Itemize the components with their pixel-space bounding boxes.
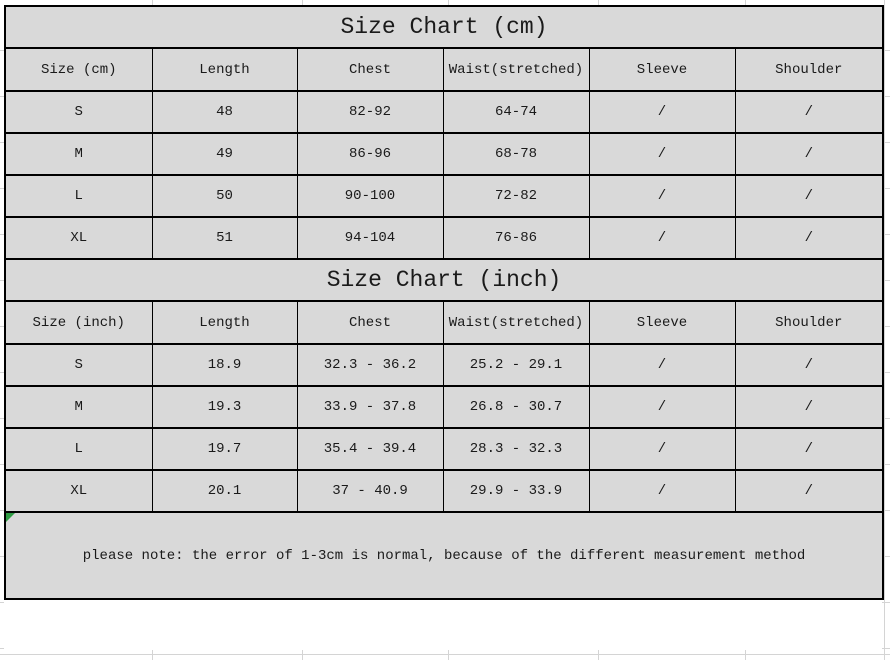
table-cell: 35.4 - 39.4 [296,427,444,471]
size-label-cell: M [4,132,153,176]
table-cell: 29.9 - 33.9 [442,469,590,513]
size-label-cell: S [4,90,153,134]
column-header-chest: Chest [296,300,444,345]
size-label-cell: L [4,427,153,471]
column-header-waist: Waist(stretched) [442,300,590,345]
gridline [152,0,153,5]
table-cell: 86-96 [296,132,444,176]
green-triangle-icon [6,514,15,522]
table-cell: / [588,385,736,429]
size-label-cell: M [4,385,153,429]
table-cell: 64-74 [442,90,590,134]
header-row-inch: Size (inch) Length Chest Waist(stretched… [4,300,884,345]
table-cell: 20.1 [151,469,298,513]
table-cell: 32.3 - 36.2 [296,343,444,387]
size-label-cell: S [4,343,153,387]
table-cell: 18.9 [151,343,298,387]
table-cell: 28.3 - 32.3 [442,427,590,471]
table-cell: / [734,132,884,176]
note-row: please note: the error of 1-3cm is norma… [4,511,884,600]
table-cell: / [734,174,884,218]
size-row-s-inch: S 18.9 32.3 - 36.2 25.2 - 29.1 / / [4,343,884,387]
title-row-cm: Size Chart (cm) [4,5,884,49]
table-cell: / [734,90,884,134]
table-cell: / [588,427,736,471]
size-row-m-cm: M 49 86-96 68-78 / / [4,132,884,176]
table-cell: 19.3 [151,385,298,429]
table-cell: 90-100 [296,174,444,218]
column-header-chest: Chest [296,47,444,92]
table-cell: 25.2 - 29.1 [442,343,590,387]
column-header-length: Length [151,300,298,345]
size-row-l-cm: L 50 90-100 72-82 / / [4,174,884,218]
table-cell: 94-104 [296,216,444,260]
size-label-cell: XL [4,469,153,513]
table-cell: / [734,427,884,471]
table-cell: 37 - 40.9 [296,469,444,513]
table-cell: / [734,385,884,429]
size-label-cell: L [4,174,153,218]
row-gridline-ticks-left [0,5,4,651]
table-cell: 19.7 [151,427,298,471]
column-header-sleeve: Sleeve [588,300,736,345]
table-cell: / [734,469,884,513]
gridline [448,0,449,5]
title-row-inch: Size Chart (inch) [4,258,884,302]
table-cell: / [588,132,736,176]
column-header-waist: Waist(stretched) [442,47,590,92]
table-cell: 26.8 - 30.7 [442,385,590,429]
note-cell: please note: the error of 1-3cm is norma… [4,511,884,600]
table-cell: 82-92 [296,90,444,134]
table-cell: / [588,90,736,134]
table-cell: 51 [151,216,298,260]
table-cell: / [588,216,736,260]
size-row-m-inch: M 19.3 33.9 - 37.8 26.8 - 30.7 / / [4,385,884,429]
table-cell: 50 [151,174,298,218]
table-cell: 33.9 - 37.8 [296,385,444,429]
size-chart-table: Size Chart (cm) Size (cm) Length Chest W… [4,5,885,600]
gridline [598,650,599,660]
column-header-length: Length [151,47,298,92]
column-header-size: Size (inch) [4,300,153,345]
table-cell: 76-86 [442,216,590,260]
size-row-xl-inch: XL 20.1 37 - 40.9 29.9 - 33.9 / / [4,469,884,513]
header-row-cm: Size (cm) Length Chest Waist(stretched) … [4,47,884,92]
table-cell: / [734,216,884,260]
size-chart-cm-title: Size Chart (cm) [4,5,884,49]
column-header-size: Size (cm) [4,47,153,92]
gridline [745,650,746,660]
table-cell: 72-82 [442,174,590,218]
size-row-s-cm: S 48 82-92 64-74 / / [4,90,884,134]
note-text: please note: the error of 1-3cm is norma… [82,547,806,564]
gridline [302,0,303,5]
table-cell: / [588,343,736,387]
table-cell: 48 [151,90,298,134]
size-label-cell: XL [4,216,153,260]
size-row-xl-cm: XL 51 94-104 76-86 / / [4,216,884,260]
gridline [0,654,890,655]
size-row-l-inch: L 19.7 35.4 - 39.4 28.3 - 32.3 / / [4,427,884,471]
gridline [448,650,449,660]
column-header-shoulder: Shoulder [734,47,884,92]
gridline [598,0,599,5]
gridline [152,650,153,660]
gridline [302,650,303,660]
column-header-sleeve: Sleeve [588,47,736,92]
size-chart-inch-title: Size Chart (inch) [4,258,884,302]
row-gridline-ticks-right [882,5,890,651]
table-cell: / [588,174,736,218]
table-cell: / [588,469,736,513]
gridline [745,0,746,5]
column-header-shoulder: Shoulder [734,300,884,345]
table-cell: 68-78 [442,132,590,176]
table-cell: / [734,343,884,387]
table-cell: 49 [151,132,298,176]
